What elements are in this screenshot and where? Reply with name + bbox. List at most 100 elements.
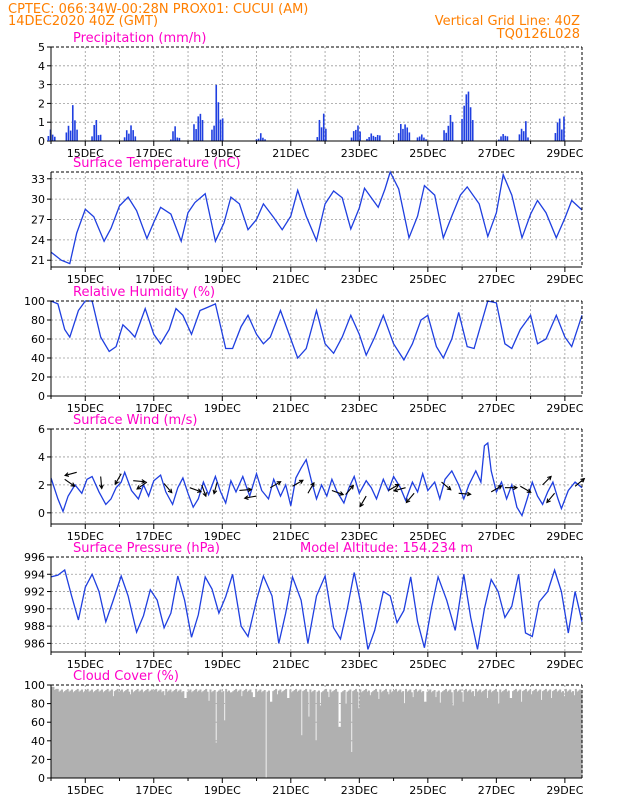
cloud-bar (110, 689, 113, 778)
y-tick-label: 33 (31, 173, 45, 186)
cloud-bar (65, 690, 68, 778)
cloud-bar (322, 691, 325, 778)
x-tick-label: 21DEC (272, 147, 309, 160)
cloud-bar (133, 691, 136, 778)
x-tick-label: 19DEC (204, 530, 241, 543)
x-tick-label: 25DEC (409, 147, 446, 160)
cloud-bar (76, 688, 79, 778)
cloud-bar (570, 692, 573, 778)
header-grid-line: Vertical Grid Line: 40Z (435, 14, 580, 29)
wind-arrow (490, 485, 502, 493)
cloud-bar (52, 686, 55, 778)
cloud-bar (80, 689, 84, 778)
cloud-bar (267, 690, 270, 778)
cloud-bar (492, 691, 495, 778)
wind-arrow-head (212, 489, 218, 495)
cloud-bar (223, 720, 226, 778)
precip-bar (518, 134, 521, 141)
cloud-bar (300, 735, 303, 778)
cloud-bar (536, 691, 539, 778)
wind-arrow (244, 495, 257, 499)
precip-bar (130, 125, 132, 141)
precip-bar (379, 135, 381, 141)
cloud-bar (218, 690, 221, 778)
cloud-bar (372, 691, 375, 778)
precip-bar (95, 120, 98, 141)
cloud-bar (146, 688, 149, 778)
cloud-bar (287, 698, 290, 778)
cloud-bar (350, 751, 353, 778)
precip-bar (498, 139, 500, 141)
precip-bar (506, 136, 509, 141)
cloud-bar (275, 688, 278, 778)
cloud-bar (73, 691, 76, 778)
cloud-bar (406, 691, 409, 778)
y-tick-label: 1 (38, 116, 45, 129)
cloud-bar (260, 692, 263, 778)
cloud-bar (375, 688, 378, 778)
cloud-bar (325, 688, 328, 778)
x-tick-label: 19DEC (204, 402, 241, 415)
cloud-bar (342, 691, 345, 778)
cloud-bar (176, 691, 179, 778)
cloud-bar (514, 688, 517, 778)
wind-arrow-head (114, 480, 119, 486)
y-tick-label: 20 (31, 753, 45, 766)
cloud-bar (79, 690, 82, 778)
y-tick-label: 100 (24, 679, 45, 692)
cloud-bar (489, 689, 492, 778)
wind-arrow-head (70, 482, 76, 487)
series-line-4 (50, 441, 583, 518)
cloud-bar (138, 691, 141, 778)
cloud-bar (390, 692, 393, 778)
precip-bar (128, 133, 130, 141)
cloud-bar (549, 689, 552, 778)
cloud-bar (469, 689, 472, 778)
cloud-bar (520, 701, 523, 778)
cloud-bar (339, 726, 342, 778)
cloud-bar (108, 691, 111, 778)
precip-bar (352, 131, 355, 141)
cloud-bar (59, 690, 62, 778)
cloud-bar (153, 690, 156, 778)
cloud-bar (96, 688, 99, 778)
precip-bar (93, 125, 95, 141)
wind-arrow-head (276, 481, 282, 486)
cloud-bar (309, 689, 312, 778)
precip-bar (262, 137, 264, 141)
cloud-bar (106, 688, 109, 778)
cloud-bar (266, 691, 269, 778)
precip-bar (71, 105, 74, 141)
cloud-bar (504, 688, 507, 778)
cloud-bar (255, 688, 258, 778)
cloud-bar (299, 689, 302, 778)
cloud-bar (512, 691, 515, 778)
cloud-bar (502, 691, 505, 778)
y-tick-label: 4 (38, 451, 45, 464)
cloud-bar (405, 688, 408, 778)
cloud-bar (136, 688, 139, 778)
cloud-bar (516, 691, 519, 778)
x-tick-label: 15DEC (67, 402, 104, 415)
panel-4: 0 2 4 6 15DEC 17DEC 19DEC 21DEC 23DEC 25DEC 27DEC 2… (38, 413, 586, 543)
precip-bar (134, 136, 137, 141)
cloud-bar (456, 691, 459, 778)
cloud-bar (432, 691, 435, 778)
panel-annotation: Model Altitude: 154.234 m (300, 541, 473, 556)
wind-arrow-head (310, 481, 315, 487)
precip-bar (325, 128, 327, 141)
precip-bar (451, 121, 454, 141)
cloud-bar (70, 689, 74, 778)
cloud-bar (472, 691, 475, 778)
cloud-bar (507, 690, 510, 778)
cloud-bar (190, 692, 193, 778)
y-tick-label: 996 (24, 551, 45, 564)
x-tick-label: 27DEC (478, 402, 515, 415)
cloud-bar (162, 691, 165, 778)
cloud-bar (519, 689, 522, 778)
wind-arrow (201, 484, 207, 497)
cloud-bar (85, 690, 88, 778)
wind-arrow (269, 481, 281, 489)
precip-bar (357, 125, 359, 141)
cloud-bar (357, 708, 360, 778)
